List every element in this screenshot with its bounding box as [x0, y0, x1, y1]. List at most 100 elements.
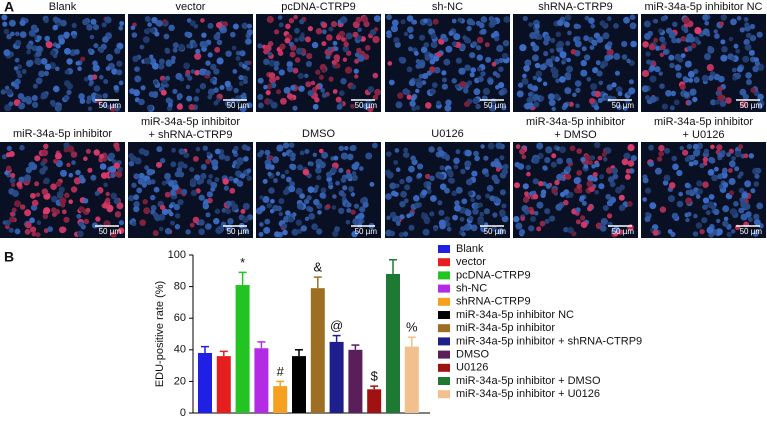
nucleus [239, 105, 247, 113]
nucleus [344, 66, 353, 74]
nucleus [386, 14, 392, 20]
nucleus [367, 86, 375, 93]
nucleus [535, 70, 543, 78]
nucleus [627, 144, 635, 152]
nucleus [312, 152, 317, 157]
nucleus [297, 164, 304, 171]
nucleus [352, 21, 360, 29]
nucleus [94, 190, 100, 196]
nucleus [351, 163, 359, 171]
nucleus [406, 94, 412, 100]
nucleus [30, 163, 38, 171]
nucleus [224, 80, 231, 88]
nucleus [487, 78, 494, 85]
nucleus [618, 204, 626, 211]
legend-label: shRNA-CTRP9 [456, 296, 531, 308]
nucleus [316, 164, 321, 169]
nucleus [617, 91, 623, 97]
nucleus [302, 168, 310, 176]
nucleus [491, 61, 497, 67]
nucleus [529, 86, 535, 91]
nucleus [573, 177, 581, 185]
nucleus [446, 226, 452, 232]
nucleus [503, 16, 511, 23]
nucleus [682, 149, 689, 156]
nucleus [619, 184, 625, 191]
nucleus [534, 62, 541, 69]
nucleus [658, 71, 663, 76]
nucleus [87, 106, 93, 111]
nucleus [422, 73, 429, 80]
nucleus [704, 20, 710, 26]
nucleus [114, 47, 121, 54]
nucleus [282, 152, 287, 157]
nucleus [705, 32, 711, 37]
legend-swatch [438, 390, 450, 399]
nucleus [567, 30, 572, 36]
nucleus [599, 224, 607, 232]
nucleus [607, 176, 615, 183]
nucleus [26, 49, 31, 55]
nucleus [320, 88, 326, 93]
nucleus [429, 211, 435, 217]
nucleus [181, 188, 188, 195]
nucleus [745, 32, 752, 39]
legend-swatch [438, 271, 450, 280]
nucleus [353, 68, 359, 74]
nucleus [418, 62, 425, 69]
nucleus [278, 198, 285, 205]
nucleus [75, 169, 81, 176]
nucleus [6, 88, 13, 96]
nucleus [296, 47, 303, 55]
nucleus [515, 222, 523, 230]
nucleus [244, 60, 250, 66]
nucleus [720, 14, 727, 21]
scale-label: 50 µm [227, 227, 250, 236]
nucleus [480, 28, 487, 35]
nucleus [705, 210, 711, 216]
nucleus [189, 222, 195, 228]
nucleus [267, 51, 273, 57]
nucleus [684, 156, 691, 163]
nucleus [731, 229, 736, 234]
nucleus [532, 193, 539, 200]
nucleus [43, 207, 51, 215]
nucleus [465, 149, 472, 157]
nucleus [213, 218, 220, 225]
nucleus [718, 184, 724, 189]
nucleus [584, 54, 591, 61]
nucleus [399, 201, 406, 208]
nucleus [308, 213, 316, 220]
image-title: U0126 [431, 128, 463, 140]
nucleus [574, 80, 582, 87]
nucleus [539, 63, 547, 71]
nucleus [559, 76, 566, 83]
nucleus [754, 219, 761, 226]
nucleus [591, 164, 596, 169]
nucleus [9, 211, 15, 217]
nucleus [753, 181, 760, 187]
nucleus [60, 169, 67, 177]
nucleus [532, 75, 538, 81]
nucleus [332, 194, 337, 199]
nucleus [335, 96, 342, 103]
nucleus [394, 148, 400, 153]
legend-label: vector [456, 256, 486, 268]
nucleus [680, 53, 686, 58]
nucleus [118, 220, 124, 226]
legend-label: miR-34a-5p inhibitor + shRNA-CTRP9 [456, 335, 642, 347]
nucleus [221, 208, 227, 213]
nucleus [602, 32, 610, 40]
nucleus [373, 27, 379, 32]
nucleus [294, 27, 300, 34]
nucleus [99, 74, 104, 80]
nucleus [739, 27, 745, 33]
nucleus [662, 49, 669, 55]
nucleus [172, 42, 179, 49]
nucleus [102, 93, 108, 99]
nucleus [533, 101, 540, 108]
nucleus [108, 152, 115, 160]
nucleus [737, 174, 742, 179]
nucleus [525, 164, 531, 171]
nucleus [264, 149, 271, 156]
